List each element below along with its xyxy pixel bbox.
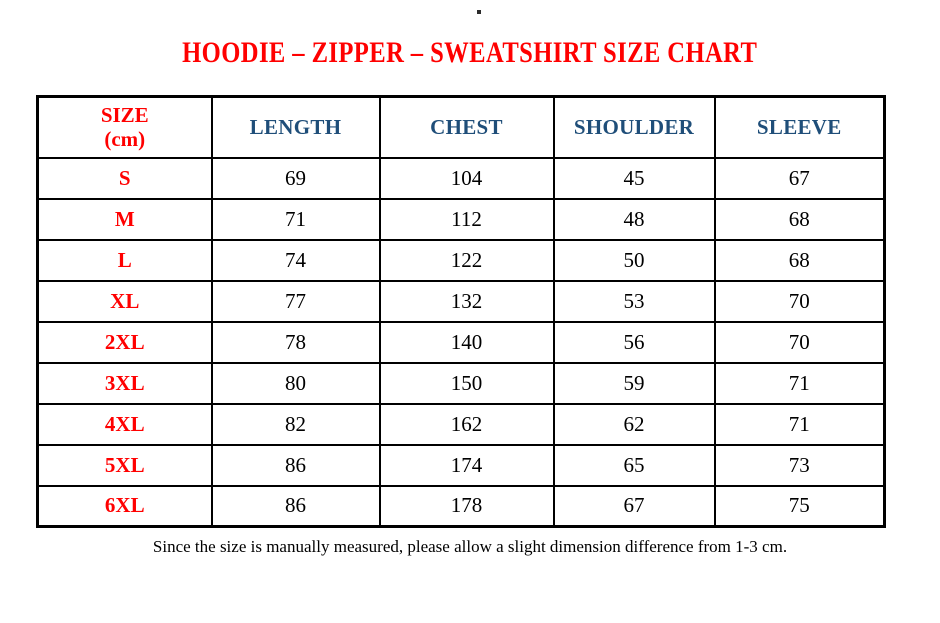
size-cell: 3XL xyxy=(36,361,213,405)
size-chart-header: SIZE (cm) LENGTH CHEST SHOULDER SLEEVE xyxy=(36,95,886,159)
value-cell: 67 xyxy=(713,156,886,200)
size-cell: M xyxy=(36,197,213,241)
table-row: 6XL 86 178 67 75 xyxy=(36,484,886,528)
page-title: HOODIE – ZIPPER – SWEATSHIRT SIZE CHART xyxy=(182,36,758,69)
value-cell: 65 xyxy=(552,443,716,487)
value-cell: 69 xyxy=(210,156,381,200)
value-cell: 74 xyxy=(210,238,381,282)
value-cell: 140 xyxy=(378,320,555,364)
value-cell: 132 xyxy=(378,279,555,323)
size-cell: L xyxy=(36,238,213,282)
header-cell-length: LENGTH xyxy=(210,95,381,159)
table-row: L 74 122 50 68 xyxy=(36,238,886,282)
value-cell: 71 xyxy=(713,402,886,446)
value-cell: 77 xyxy=(210,279,381,323)
value-cell: 122 xyxy=(378,238,555,282)
value-cell: 178 xyxy=(378,484,555,528)
size-cell: 2XL xyxy=(36,320,213,364)
size-cell: 6XL xyxy=(36,484,213,528)
value-cell: 112 xyxy=(378,197,555,241)
value-cell: 53 xyxy=(552,279,716,323)
value-cell: 68 xyxy=(713,197,886,241)
table-row: 4XL 82 162 62 71 xyxy=(36,402,886,446)
value-cell: 104 xyxy=(378,156,555,200)
value-cell: 68 xyxy=(713,238,886,282)
value-cell: 174 xyxy=(378,443,555,487)
value-cell: 48 xyxy=(552,197,716,241)
table-row: 5XL 86 174 65 73 xyxy=(36,443,886,487)
header-row: SIZE (cm) LENGTH CHEST SHOULDER SLEEVE xyxy=(36,95,886,159)
stray-dot xyxy=(477,10,481,14)
value-cell: 86 xyxy=(210,443,381,487)
header-cell-shoulder: SHOULDER xyxy=(552,95,716,159)
size-cell: 4XL xyxy=(36,402,213,446)
table-row: XL 77 132 53 70 xyxy=(36,279,886,323)
value-cell: 70 xyxy=(713,279,886,323)
value-cell: 71 xyxy=(713,361,886,405)
value-cell: 82 xyxy=(210,402,381,446)
title-container: HOODIE – ZIPPER – SWEATSHIRT SIZE CHART xyxy=(0,36,940,70)
value-cell: 75 xyxy=(713,484,886,528)
footnote: Since the size is manually measured, ple… xyxy=(152,537,788,556)
table-row: 2XL 78 140 56 70 xyxy=(36,320,886,364)
size-cell: XL xyxy=(36,279,213,323)
value-cell: 50 xyxy=(552,238,716,282)
value-cell: 56 xyxy=(552,320,716,364)
value-cell: 45 xyxy=(552,156,716,200)
table-row: S 69 104 45 67 xyxy=(36,156,886,200)
header-cell-sleeve: SLEEVE xyxy=(713,95,886,159)
value-cell: 150 xyxy=(378,361,555,405)
size-chart-table: SIZE (cm) LENGTH CHEST SHOULDER SLEEVE S… xyxy=(36,95,886,528)
table-row: M 71 112 48 68 xyxy=(36,197,886,241)
value-cell: 70 xyxy=(713,320,886,364)
header-cell-size: SIZE (cm) xyxy=(36,95,213,159)
size-chart-body: S 69 104 45 67 M 71 112 48 68 L 74 122 50 68 XL 77 132 53 7… xyxy=(36,156,886,528)
value-cell: 162 xyxy=(378,402,555,446)
table-row: 3XL 80 150 59 71 xyxy=(36,361,886,405)
value-cell: 73 xyxy=(713,443,886,487)
value-cell: 67 xyxy=(552,484,716,528)
size-cell: 5XL xyxy=(36,443,213,487)
value-cell: 71 xyxy=(210,197,381,241)
value-cell: 80 xyxy=(210,361,381,405)
value-cell: 59 xyxy=(552,361,716,405)
value-cell: 62 xyxy=(552,402,716,446)
size-cell: S xyxy=(36,156,213,200)
value-cell: 78 xyxy=(210,320,381,364)
value-cell: 86 xyxy=(210,484,381,528)
header-cell-chest: CHEST xyxy=(378,95,555,159)
